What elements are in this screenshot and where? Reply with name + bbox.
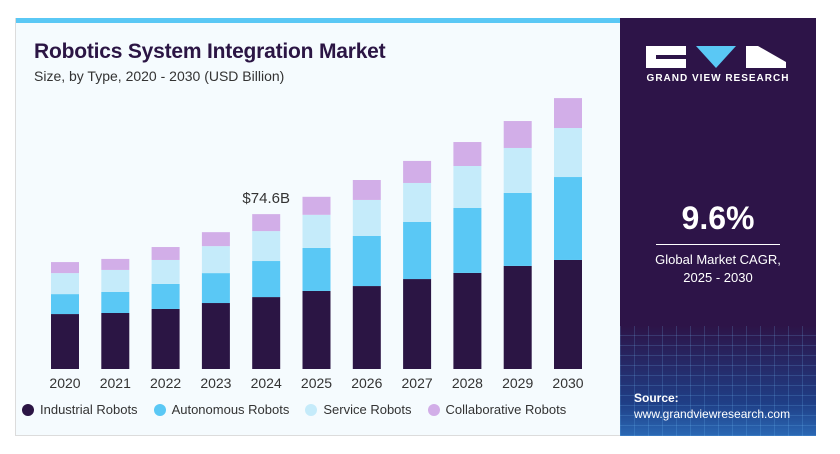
- x-tick-label-2026: 2026: [351, 375, 382, 391]
- bar-segment-2029-3: [503, 147, 532, 193]
- legend-item-industrial: Industrial Robots: [22, 402, 138, 417]
- bar-segment-2023-1: [201, 303, 230, 369]
- legend: Industrial Robots Autonomous Robots Serv…: [22, 402, 582, 417]
- bar-segment-2022-2: [151, 283, 180, 309]
- legend-item-collaborative: Collaborative Robots: [427, 402, 567, 417]
- x-tick-label-2025: 2025: [301, 375, 332, 391]
- bar-segment-2027-2: [403, 222, 432, 280]
- bar-segment-2022-4: [151, 247, 180, 260]
- legend-dot-collaborative: [427, 403, 440, 416]
- data-label-2024: $74.6B: [242, 190, 290, 207]
- bar-segment-2029-2: [503, 192, 532, 266]
- legend-dot-autonomous: [153, 403, 166, 416]
- bar-segment-2024-1: [252, 297, 281, 369]
- cagr-value: 9.6%: [681, 200, 755, 236]
- legend-label-collaborative: Collaborative Robots: [445, 402, 567, 417]
- bar-segment-2023-2: [201, 273, 230, 304]
- bar-segment-2027-4: [403, 160, 432, 183]
- side-grid-decoration: [620, 326, 816, 436]
- grand-view-research-logo-icon: [646, 46, 786, 68]
- x-tick-label-2020: 2020: [49, 375, 80, 391]
- bar-segment-2028-1: [453, 272, 482, 369]
- bar-segment-2028-3: [453, 166, 482, 208]
- bar-segment-2025-4: [302, 196, 331, 215]
- cagr-label-line1: Global Market CAGR,: [655, 252, 781, 267]
- bar-segment-2020-4: [51, 262, 79, 274]
- brand-name: GRAND VIEW RESEARCH: [646, 73, 790, 84]
- source-title: Source:: [634, 391, 679, 405]
- x-tick-label-2030: 2030: [552, 375, 583, 391]
- x-tick-label-2022: 2022: [150, 375, 181, 391]
- bar-segment-2026-4: [352, 180, 381, 200]
- cagr-label: Global Market CAGR, 2025 - 2030: [620, 251, 816, 287]
- cagr-label-line2: 2025 - 2030: [683, 270, 753, 285]
- bar-segment-2021-3: [101, 269, 130, 292]
- legend-label-autonomous: Autonomous Robots: [171, 402, 290, 417]
- x-tick-label-2029: 2029: [502, 375, 533, 391]
- bar-segment-2021-4: [101, 258, 130, 270]
- bar-segment-2025-1: [302, 290, 331, 369]
- bar-segment-2030-2: [554, 177, 582, 260]
- x-tick-label-2028: 2028: [452, 375, 483, 391]
- bar-segment-2024-2: [252, 261, 281, 298]
- bar-segment-2029-1: [503, 265, 532, 369]
- bar-segment-2023-4: [201, 232, 230, 247]
- bar-segment-2027-1: [403, 279, 432, 369]
- x-tick-label-2023: 2023: [200, 375, 231, 391]
- legend-dot-service: [305, 403, 318, 416]
- bar-segment-2024-4: [252, 214, 281, 232]
- x-tick-label-2027: 2027: [402, 375, 433, 391]
- bar-segment-2022-3: [151, 259, 180, 284]
- legend-item-autonomous: Autonomous Robots: [153, 402, 290, 417]
- bar-segment-2028-4: [453, 142, 482, 166]
- chart-title: Robotics System Integration Market: [34, 40, 386, 63]
- bar-segment-2026-2: [352, 236, 381, 287]
- bar-segment-2028-2: [453, 208, 482, 273]
- legend-item-service: Service Robots: [305, 402, 412, 417]
- bar-segment-2030-1: [554, 259, 582, 369]
- bar-segment-2020-3: [51, 273, 79, 295]
- legend-dot-industrial: [22, 403, 34, 416]
- bar-segment-2030-3: [554, 128, 582, 178]
- bar-segment-2025-3: [302, 214, 331, 248]
- cagr-divider: [656, 244, 780, 245]
- bar-segment-2024-3: [252, 231, 281, 262]
- bar-segment-2026-1: [352, 286, 381, 369]
- legend-label-service: Service Robots: [323, 402, 412, 417]
- bar-segment-2023-3: [201, 246, 230, 274]
- chart-subtitle: Size, by Type, 2020 - 2030 (USD Billion): [34, 68, 285, 84]
- legend-label-industrial: Industrial Robots: [40, 402, 138, 417]
- bar-segment-2022-1: [151, 308, 180, 369]
- bar-segment-2026-3: [352, 199, 381, 236]
- bar-segment-2030-4: [554, 98, 582, 129]
- bar-segment-2020-2: [51, 294, 79, 315]
- bar-segment-2025-2: [302, 247, 331, 291]
- accent-strip: [16, 18, 620, 23]
- bar-segment-2021-1: [101, 313, 130, 369]
- x-tick-label-2021: 2021: [100, 375, 131, 391]
- bar-segment-2021-2: [101, 292, 130, 313]
- bar-segment-2029-4: [503, 121, 532, 148]
- bar-segment-2027-3: [403, 182, 432, 222]
- source-url[interactable]: www.grandviewresearch.com: [634, 407, 791, 421]
- x-tick-label-2024: 2024: [251, 375, 282, 391]
- bar-chart: 2020 2021 2022 2023 2024 $74.6B 2025 2026 2027 20…: [49, 98, 584, 391]
- bar-segment-2020-1: [51, 314, 79, 369]
- side-panel: GRAND VIEW RESEARCH 9.6% Global Market C…: [620, 18, 816, 436]
